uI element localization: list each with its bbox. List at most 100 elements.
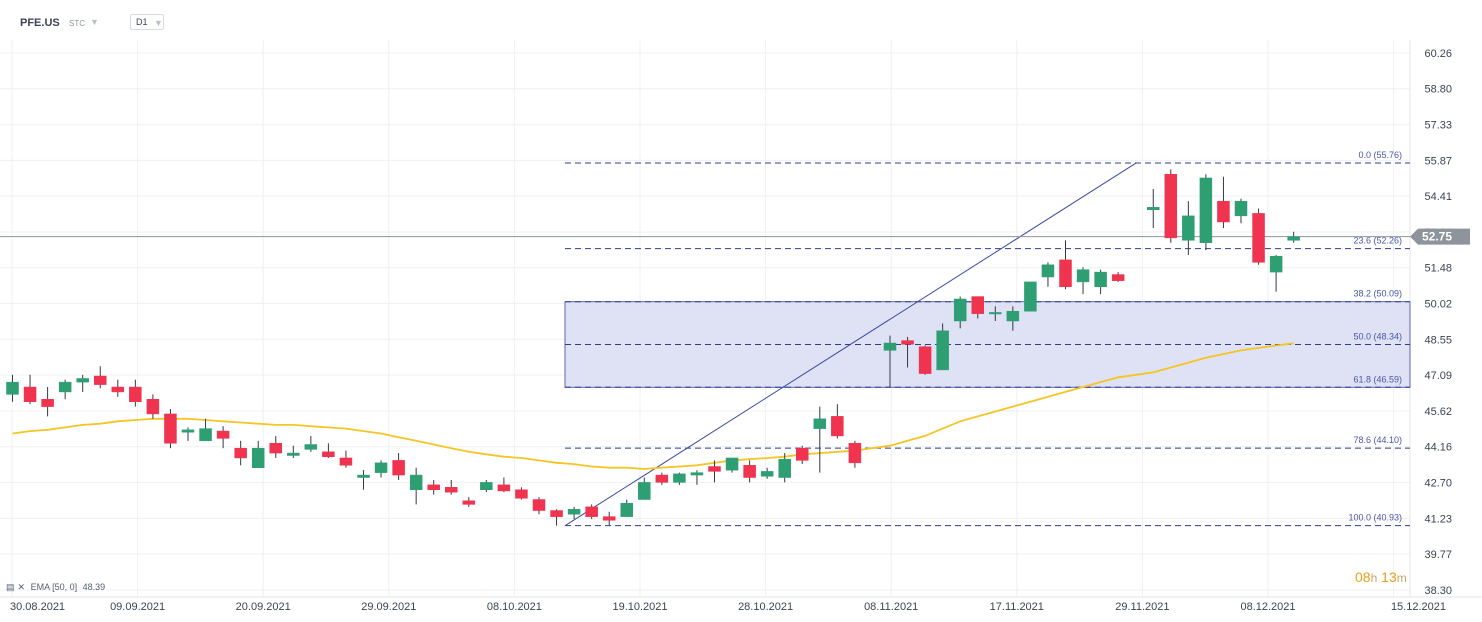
candle[interactable] bbox=[1269, 254, 1283, 292]
candle[interactable] bbox=[304, 435, 318, 452]
candle-body-down bbox=[462, 500, 476, 505]
candle[interactable] bbox=[778, 453, 791, 483]
candle[interactable] bbox=[831, 404, 844, 439]
candle[interactable] bbox=[725, 457, 739, 473]
candle[interactable] bbox=[1164, 169, 1178, 243]
candle[interactable] bbox=[1199, 174, 1213, 251]
candle[interactable] bbox=[1252, 208, 1265, 265]
x-axis-tick-label: 08.10.2021 bbox=[487, 601, 542, 613]
fibonacci-trend-line[interactable] bbox=[564, 162, 1137, 527]
candle[interactable] bbox=[129, 379, 142, 407]
candle[interactable] bbox=[883, 335, 897, 388]
candle[interactable] bbox=[76, 374, 89, 392]
candle[interactable] bbox=[480, 479, 493, 493]
candle[interactable] bbox=[322, 443, 335, 458]
candle[interactable] bbox=[357, 470, 370, 490]
timeframe-select[interactable]: D1 ▼ bbox=[130, 14, 164, 30]
candle[interactable] bbox=[971, 296, 984, 319]
candle[interactable] bbox=[936, 323, 949, 371]
candle[interactable] bbox=[1094, 269, 1107, 295]
candle[interactable] bbox=[638, 477, 651, 500]
candle-body-up bbox=[1182, 215, 1195, 241]
candle-body-up bbox=[6, 381, 19, 395]
candle[interactable] bbox=[146, 394, 160, 419]
ema-settings-icon[interactable]: ▤ bbox=[6, 582, 15, 592]
candle-body-down bbox=[111, 386, 125, 393]
candle[interactable] bbox=[251, 440, 265, 468]
candle[interactable] bbox=[181, 427, 195, 441]
candle[interactable] bbox=[848, 440, 862, 468]
candle[interactable] bbox=[58, 379, 72, 400]
y-axis[interactable]: 60.2658.8057.3355.8754.4152.9451.4850.02… bbox=[1411, 0, 1482, 622]
candle[interactable] bbox=[1234, 198, 1248, 224]
candle[interactable] bbox=[1041, 262, 1055, 287]
candle[interactable] bbox=[374, 460, 388, 478]
candle[interactable] bbox=[515, 487, 528, 500]
candle[interactable] bbox=[497, 477, 511, 493]
timeframe-value: D1 bbox=[136, 17, 148, 27]
candle[interactable] bbox=[953, 296, 967, 329]
candle[interactable] bbox=[901, 336, 914, 368]
candle[interactable] bbox=[409, 467, 423, 505]
x-axis[interactable]: 30.08.2021 09.09.2021 20.09.2021 29.09.2021… bbox=[0, 596, 1482, 613]
candle[interactable] bbox=[585, 504, 598, 520]
candle[interactable] bbox=[550, 509, 563, 526]
candle[interactable] bbox=[1147, 188, 1160, 229]
candle-body-up bbox=[1024, 281, 1037, 312]
symbol-label[interactable]: PFE.US bbox=[20, 17, 60, 29]
candle-body-up bbox=[778, 458, 791, 478]
candle[interactable] bbox=[708, 460, 721, 483]
candle[interactable] bbox=[216, 426, 230, 449]
ema-remove-icon[interactable]: ✕ bbox=[17, 582, 26, 592]
fibonacci-levels[interactable]: 0.0 (55.76) 23.6 (52.26) 38.2 (50.09) 50.0 … bbox=[565, 150, 1410, 527]
candle[interactable] bbox=[1182, 201, 1195, 255]
candle[interactable] bbox=[339, 450, 353, 468]
chart-header: PFE.US STC ▼ D1 ▼ bbox=[0, 0, 1410, 40]
candle[interactable] bbox=[673, 472, 686, 485]
candle[interactable] bbox=[462, 497, 476, 507]
candle[interactable] bbox=[269, 435, 282, 458]
trend-line[interactable] bbox=[564, 162, 1137, 527]
candle[interactable] bbox=[287, 445, 300, 458]
candle[interactable] bbox=[567, 506, 581, 520]
candle[interactable] bbox=[41, 387, 54, 417]
candle[interactable] bbox=[918, 345, 932, 375]
candle[interactable] bbox=[620, 499, 633, 517]
candle[interactable] bbox=[1059, 240, 1072, 290]
candle[interactable] bbox=[796, 445, 809, 465]
candle[interactable] bbox=[690, 470, 704, 485]
candle[interactable] bbox=[164, 409, 177, 449]
candle[interactable] bbox=[234, 440, 247, 466]
candle[interactable] bbox=[1217, 176, 1230, 229]
candle[interactable] bbox=[602, 511, 616, 526]
candle[interactable] bbox=[760, 467, 774, 479]
candle[interactable] bbox=[445, 479, 458, 495]
candle[interactable] bbox=[94, 366, 107, 389]
candle-body-up bbox=[1094, 271, 1107, 288]
candle[interactable] bbox=[427, 479, 440, 495]
candle[interactable] bbox=[1076, 267, 1090, 295]
candle[interactable] bbox=[111, 379, 125, 397]
candles[interactable] bbox=[6, 169, 1300, 526]
candle[interactable] bbox=[1111, 272, 1125, 282]
candle[interactable] bbox=[392, 453, 405, 480]
candle-body-down bbox=[427, 484, 440, 490]
candle[interactable] bbox=[6, 374, 19, 402]
candle[interactable] bbox=[23, 374, 37, 405]
candle[interactable] bbox=[813, 406, 827, 473]
symbol-dropdown-icon[interactable]: ▼ bbox=[90, 17, 99, 27]
candle[interactable] bbox=[1006, 306, 1020, 331]
candle[interactable] bbox=[1024, 281, 1037, 312]
candle-body-up bbox=[1006, 310, 1020, 322]
candle[interactable] bbox=[989, 306, 1002, 322]
y-axis-tick-label: 51.48 bbox=[1424, 263, 1452, 275]
x-axis-tick-label: 29.11.2021 bbox=[1115, 601, 1169, 613]
ema-legend[interactable]: ▤ ✕ EMA [50, 0] 48.39 bbox=[6, 582, 108, 593]
candle-body-down bbox=[708, 466, 721, 472]
candle[interactable] bbox=[1287, 231, 1300, 243]
candle[interactable] bbox=[532, 497, 546, 515]
candle[interactable] bbox=[743, 460, 756, 483]
candle[interactable] bbox=[655, 472, 669, 485]
candle[interactable] bbox=[199, 418, 212, 442]
